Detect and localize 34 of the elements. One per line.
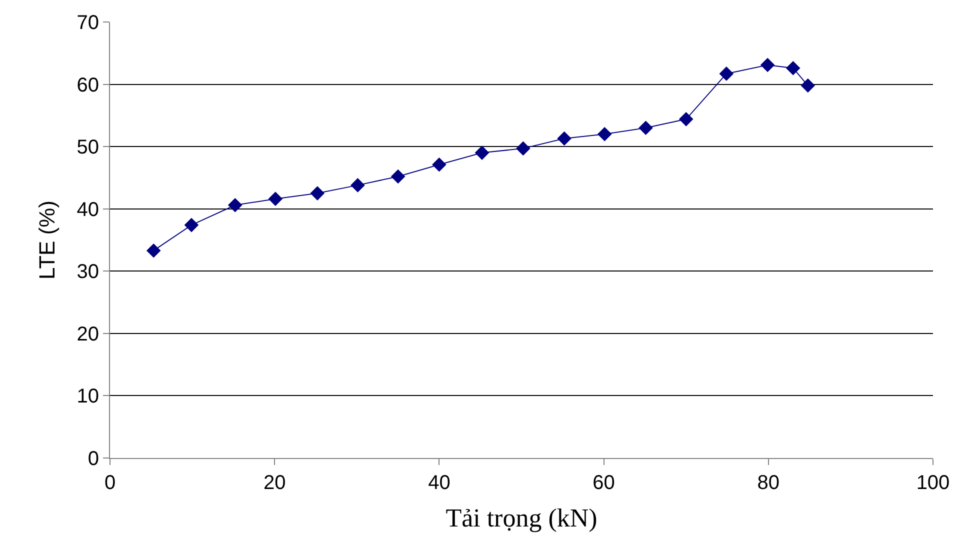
point [516, 141, 530, 156]
point [678, 112, 694, 126]
point [786, 60, 800, 76]
x-tick-label: 80 [757, 472, 780, 494]
point [760, 58, 775, 72]
y-tick-label: 40 [76, 198, 99, 221]
point [268, 192, 283, 206]
point [350, 178, 365, 192]
point [390, 169, 406, 184]
y-tick-label: 30 [76, 261, 99, 284]
y-tick-label: 0 [88, 448, 99, 470]
point [432, 157, 446, 172]
point [638, 120, 653, 136]
point [800, 78, 816, 93]
y-tick-label: 70 [76, 12, 99, 34]
x-axis-title: Tải trọng (kN) [446, 504, 598, 533]
point [228, 198, 242, 212]
x-tick-label: 100 [916, 472, 950, 494]
point [310, 186, 325, 200]
x-tick-label: 20 [263, 472, 286, 494]
y-axis-title: LTE (%) [34, 200, 60, 280]
x-tick-label: 0 [104, 472, 116, 494]
x-tick-label: 40 [428, 472, 450, 494]
point [597, 126, 612, 142]
point [184, 218, 199, 232]
point [474, 146, 490, 160]
y-tick-label: 50 [76, 136, 99, 159]
x-tick-label: 60 [592, 472, 615, 494]
y-tick-label: 20 [76, 323, 99, 346]
y-tick-label: 10 [76, 386, 99, 408]
y-tick-label: 60 [76, 74, 99, 96]
point [719, 66, 734, 81]
point [557, 131, 572, 146]
point [146, 243, 161, 258]
